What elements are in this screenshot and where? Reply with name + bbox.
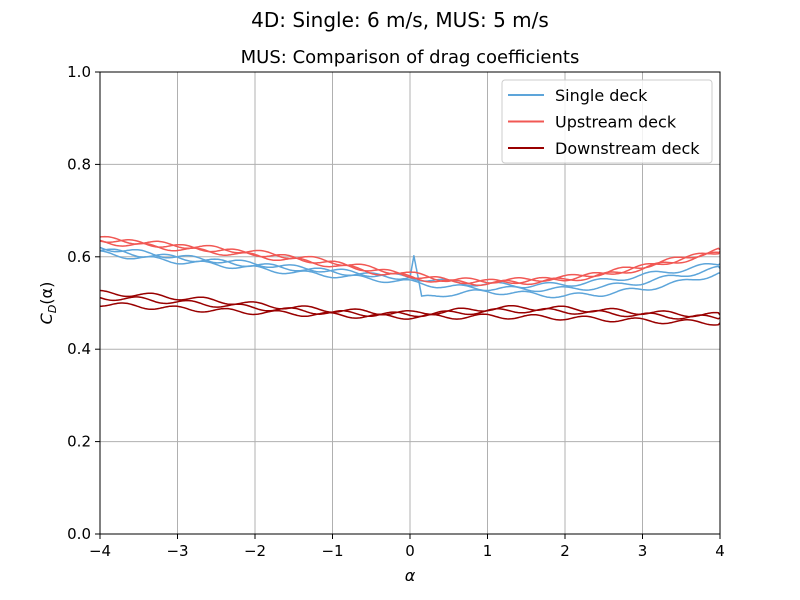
y-tick-label: 0.0 bbox=[67, 525, 91, 543]
y-tick-label: 0.6 bbox=[67, 248, 91, 266]
x-axis-label: α bbox=[405, 566, 416, 585]
legend-label-2: Upstream deck bbox=[555, 113, 677, 132]
y-axis-label-tail: (α) bbox=[37, 282, 56, 305]
figure-suptitle: 4D: Single: 6 m/s, MUS: 5 m/s bbox=[251, 8, 549, 32]
x-tick-label: 2 bbox=[560, 542, 570, 560]
legend-box bbox=[501, 79, 713, 164]
series-1-trace-2 bbox=[99, 250, 721, 293]
x-tick-label: 4 bbox=[715, 542, 725, 560]
legend-label-1: Single deck bbox=[555, 86, 648, 105]
series-2-trace-3 bbox=[99, 239, 721, 285]
series-2-trace-2 bbox=[99, 239, 721, 286]
series-3-trace-1 bbox=[99, 289, 721, 318]
x-tick-label: −1 bbox=[321, 542, 343, 560]
y-axis-label-main: C bbox=[37, 312, 56, 324]
y-tick-label: 0.4 bbox=[67, 340, 91, 358]
series-3 bbox=[99, 289, 721, 326]
y-tick-label: 1.0 bbox=[67, 63, 91, 81]
y-tick-label: 0.8 bbox=[67, 155, 91, 173]
grid-lines bbox=[99, 71, 721, 535]
series-3-trace-2 bbox=[99, 296, 721, 320]
series-layer bbox=[99, 235, 721, 326]
x-tick-label: −4 bbox=[89, 542, 111, 560]
series-1-trace-1 bbox=[99, 248, 721, 299]
axes-title: MUS: Comparison of drag coefficients bbox=[241, 47, 580, 68]
y-tick-label: 0.2 bbox=[67, 433, 91, 451]
x-tick-label: −2 bbox=[244, 542, 266, 560]
y-axis-label-sub: D bbox=[46, 305, 59, 313]
x-tick-label: 0 bbox=[405, 542, 415, 560]
tick-layer: −4 −3 −2 −1 0 1 2 3 4 0.0 0.2 0.4 0.6 0.8 1.0 bbox=[67, 63, 725, 560]
series-3-trace-3 bbox=[100, 302, 721, 326]
series-2 bbox=[99, 235, 721, 286]
legend: Single deck Upstream deck Downstream deck bbox=[501, 79, 713, 164]
legend-label-3: Downstream deck bbox=[555, 139, 700, 158]
x-tick-label: −3 bbox=[166, 542, 188, 560]
x-tick-label: 1 bbox=[483, 542, 493, 560]
series-2-trace-1 bbox=[99, 235, 721, 284]
y-axis-label: CD(α) bbox=[37, 282, 59, 325]
x-tick-label: 3 bbox=[638, 542, 648, 560]
